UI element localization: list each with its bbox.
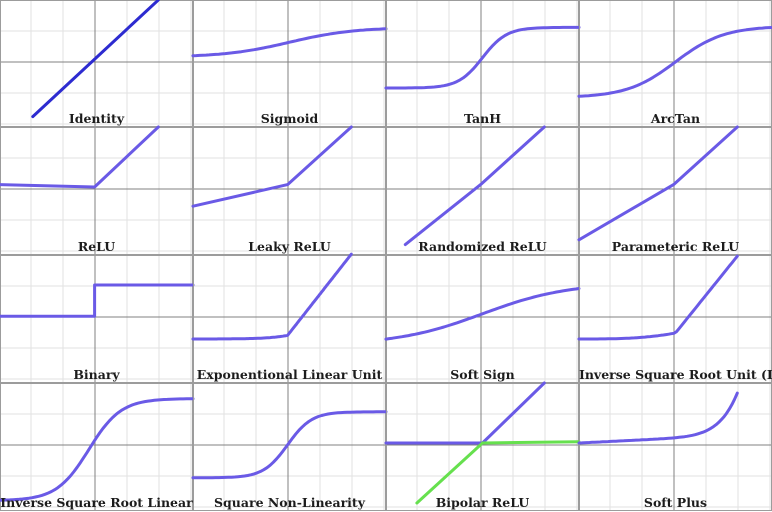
panel-label: Inverse Square Root Linear (0, 495, 193, 510)
panel-label: Binary (73, 367, 120, 382)
panel-border (0, 383, 193, 511)
panel-border (579, 383, 772, 511)
secondary-curve (415, 440, 581, 505)
panel-border (386, 383, 579, 511)
activation-curve (403, 125, 546, 247)
panel-border (579, 127, 772, 255)
panel-label: Inverse Square Root Unit (ISRU) (579, 367, 772, 382)
activation-curve (577, 391, 739, 445)
panel-label: ArcTan (650, 111, 701, 126)
activation-curve (191, 125, 353, 208)
panel-border (386, 127, 579, 255)
panel-isrlu (0, 383, 195, 511)
panel-sqnl (191, 383, 388, 511)
panel-label: Bipolar ReLU (435, 495, 530, 510)
panel-label: ReLU (77, 239, 116, 254)
panel-label: Square Non-Linearity (214, 495, 365, 510)
panel-bipolar_relu (384, 381, 581, 511)
activation-curve (384, 25, 581, 90)
panel-border (193, 383, 386, 511)
panel-border (193, 127, 386, 255)
panel-relu (0, 125, 193, 255)
panel-isru (577, 254, 772, 383)
activation-curve (286, 252, 353, 337)
activation-curve (384, 287, 581, 341)
activation-curve (191, 410, 388, 480)
panel-softsign (384, 255, 581, 383)
panel-sigmoid (191, 0, 388, 127)
panel-parametric_relu (577, 125, 772, 255)
panel-binary (0, 255, 195, 383)
panel-identity (0, 0, 193, 127)
panel-label: Soft Sign (450, 367, 515, 382)
panel-label: TanH (463, 111, 502, 126)
panel-arctan (577, 0, 772, 127)
panel-randomized_relu (386, 125, 579, 255)
panel-tanh (384, 0, 581, 127)
panel-elu (191, 252, 386, 383)
panel-label: Randomized ReLU (418, 239, 547, 254)
panel-label: Leaky ReLU (248, 239, 331, 254)
panel-label: Identity (68, 111, 125, 126)
panel-border (0, 0, 193, 127)
activation-curve (577, 26, 772, 98)
panel-border (579, 255, 772, 383)
panel-leaky_relu (191, 125, 386, 255)
activation-curve (191, 334, 288, 341)
panel-border (386, 255, 579, 383)
activation-curve (0, 397, 195, 502)
panel-label: Soft Plus (643, 495, 708, 510)
panel-label: Parameteric ReLU (611, 239, 740, 254)
activation-curve (0, 125, 160, 189)
panel-label: Sigmoid (260, 111, 319, 126)
activation-curve (577, 125, 739, 242)
activation-curve (191, 27, 388, 58)
activation-curve (0, 283, 195, 318)
panel-softplus (577, 383, 772, 511)
activation-curve (31, 0, 160, 119)
panel-border (193, 255, 386, 383)
panel-label: Exponentional Linear Unit (196, 367, 383, 382)
panel-border (193, 0, 386, 127)
activation-curve (384, 381, 546, 445)
panel-border (386, 0, 579, 127)
panel-border (0, 127, 193, 255)
activation-curve (577, 254, 739, 341)
panel-border (0, 255, 193, 383)
